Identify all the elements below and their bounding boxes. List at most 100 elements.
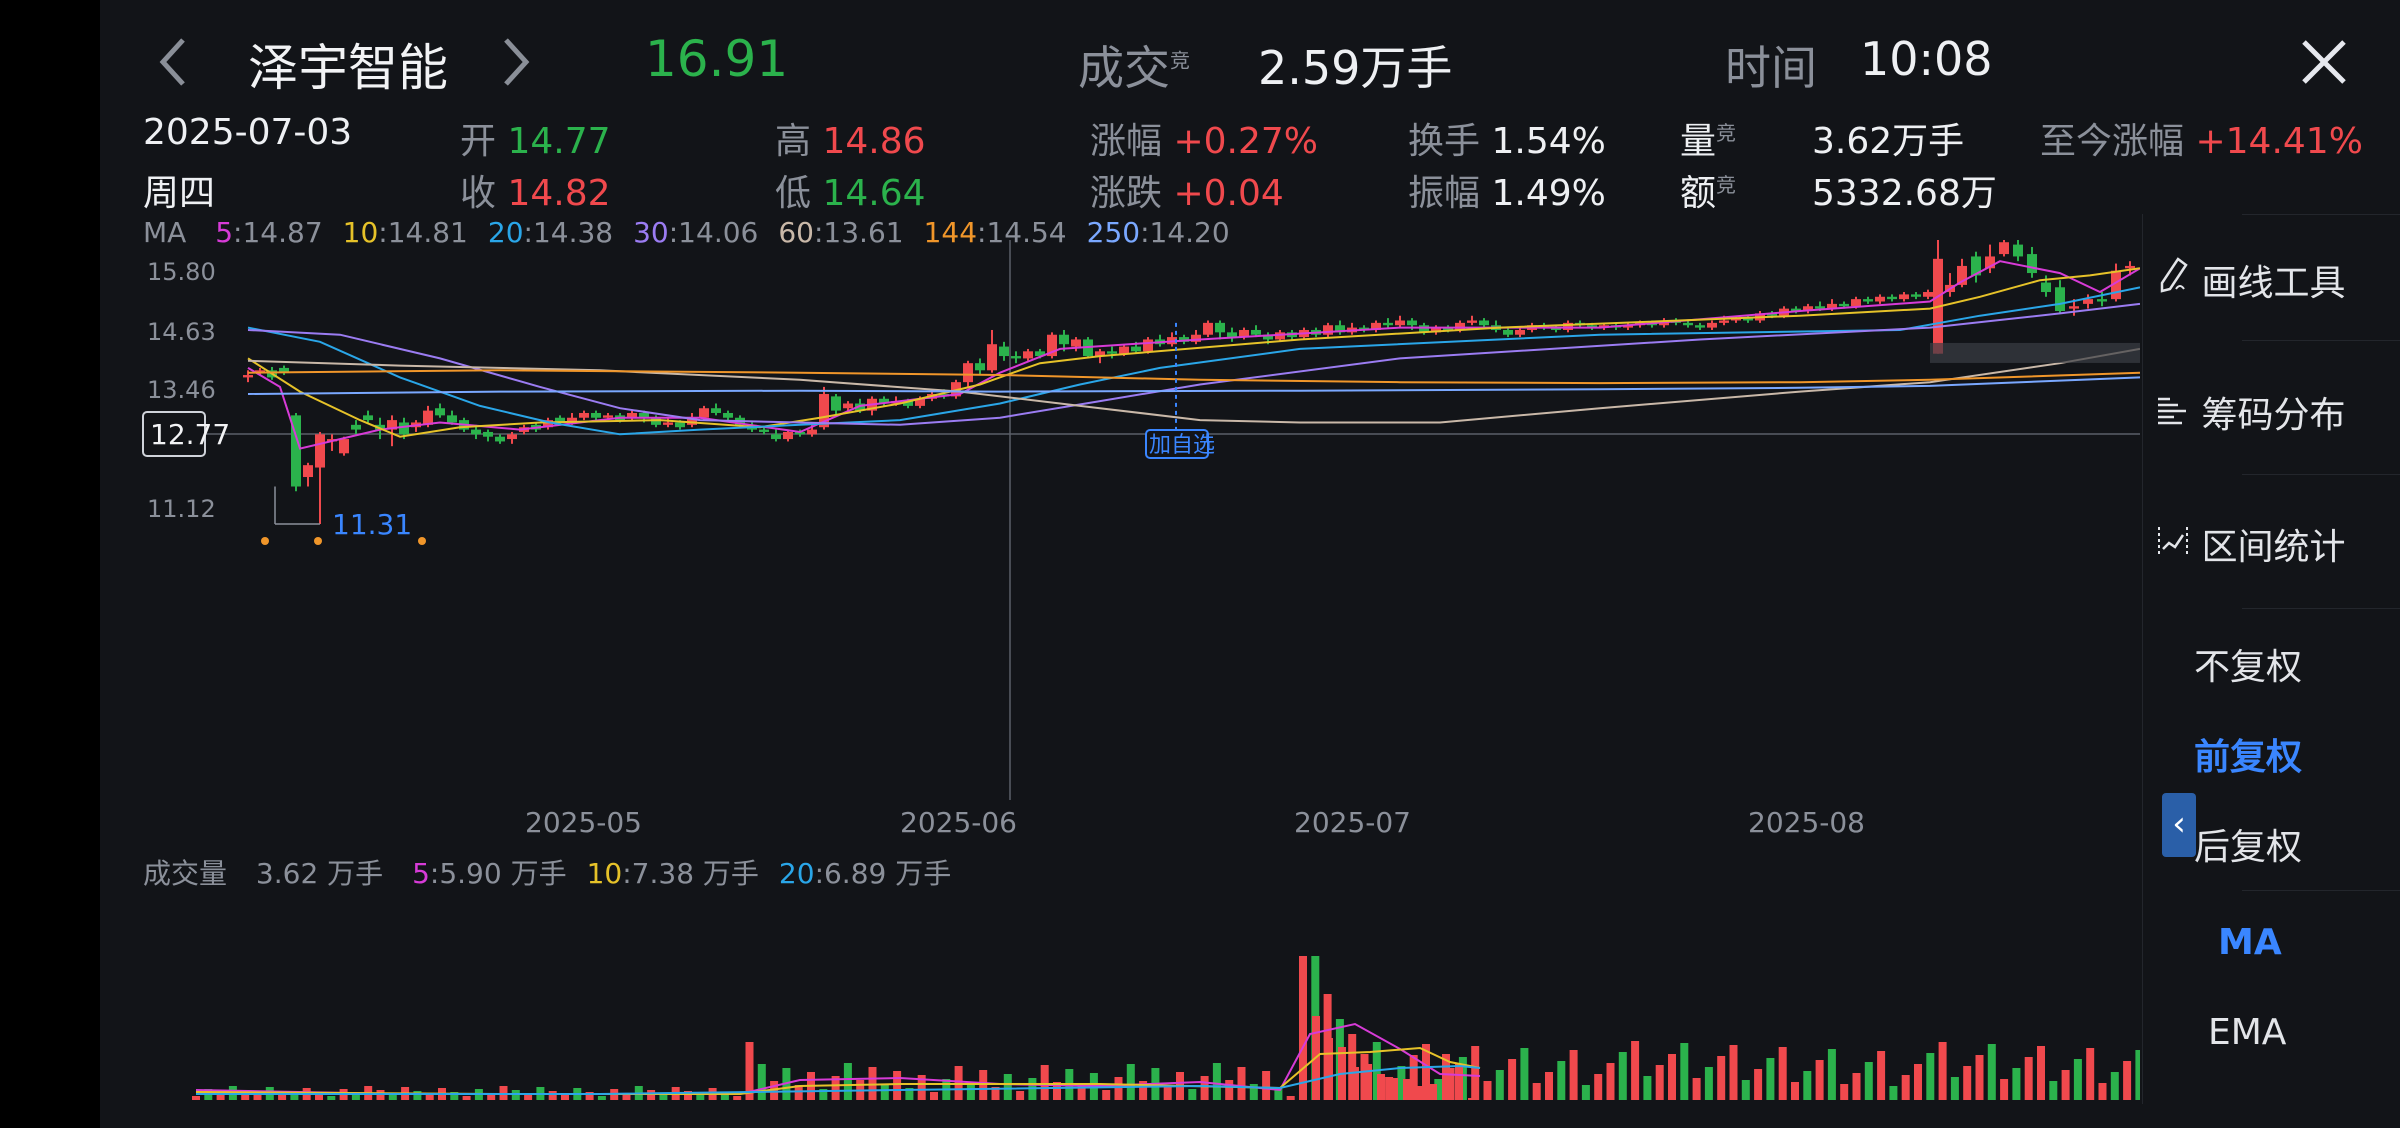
- volume-bar: [1237, 1067, 1246, 1100]
- candle-body: [243, 375, 253, 378]
- volume-bar: [1053, 1082, 1061, 1100]
- back-arrow-icon[interactable]: [155, 36, 191, 98]
- volume-bar: [192, 1096, 200, 1100]
- volume-bar: [1704, 1067, 1713, 1100]
- volume-value: 2.59万手: [1258, 41, 1453, 95]
- volume-bar: [1102, 1090, 1111, 1100]
- volume-bar: [843, 1063, 852, 1100]
- candle-body: [1791, 308, 1801, 311]
- forward-arrow-icon[interactable]: [498, 36, 534, 98]
- current-price: 16.91: [645, 30, 789, 88]
- forward-adjust-option[interactable]: 前复权: [2194, 737, 2303, 778]
- candle-body: [603, 415, 613, 418]
- volume-legend-item: 10:7.38 万手: [586, 857, 759, 890]
- volume-bar: [1926, 1053, 1935, 1100]
- volume-legend-item: 5:5.90 万手: [412, 857, 567, 890]
- volume-bar: [770, 1081, 779, 1100]
- candle-body: [423, 410, 433, 425]
- candle-body: [1035, 351, 1045, 357]
- volume-bar: [425, 1095, 434, 1100]
- volume-current: 3.62 万手: [255, 857, 384, 890]
- candle-body: [1071, 339, 1081, 347]
- ma-legend-item: 20:14.38: [487, 216, 614, 249]
- ema-option[interactable]: EMA: [2208, 1012, 2287, 1053]
- volume-bar: [2073, 1059, 2082, 1100]
- volume-bar: [1126, 1064, 1135, 1100]
- draw-tool-button[interactable]: 画线工具: [2156, 254, 2345, 306]
- candle-body: [1971, 256, 1981, 276]
- range-stats-button[interactable]: 区间统计: [2156, 518, 2345, 570]
- volume-bar: [450, 1092, 459, 1100]
- volume-bar: [696, 1095, 705, 1100]
- volume-bar: [1791, 1082, 1799, 1100]
- volume-bar: [2110, 1072, 2119, 1100]
- candle-body: [303, 465, 313, 478]
- volume-bar: [991, 1087, 1000, 1100]
- volume-bar: [1422, 1044, 1430, 1100]
- highlight-band: [1930, 342, 2140, 363]
- candle-body: [1731, 318, 1741, 321]
- amplitude-stat: 振幅 1.49%: [1408, 173, 1606, 214]
- volume-bar: [1434, 1079, 1443, 1100]
- volume-bar: [1040, 1065, 1049, 1100]
- change-stat: 涨跌 +0.04: [1090, 173, 1284, 214]
- candle-body: [279, 367, 289, 373]
- volume-bar: [966, 1083, 975, 1100]
- candle-body: [1719, 320, 1729, 323]
- candle-body: [2097, 299, 2107, 302]
- ma-option[interactable]: MA: [2218, 922, 2282, 963]
- volume-bar: [720, 1092, 729, 1100]
- candle-body: [1251, 329, 1261, 335]
- close-icon[interactable]: [2300, 38, 2348, 90]
- chip-dist-icon: [2156, 395, 2190, 436]
- candle-body: [699, 408, 709, 418]
- volume-bar: [1545, 1072, 1553, 1100]
- candle-body: [783, 431, 793, 440]
- candle-body: [1431, 327, 1441, 333]
- candle-body: [1215, 322, 1225, 333]
- volume-bar: [1139, 1081, 1148, 1100]
- volume-bar: [1188, 1089, 1197, 1100]
- candle-body: [771, 434, 781, 440]
- candle-body: [2013, 244, 2023, 257]
- candle-body: [543, 420, 553, 428]
- volume-bar: [1655, 1065, 1664, 1100]
- candle-body: [687, 417, 697, 425]
- candle-body: [1839, 303, 1849, 307]
- candle-body: [1371, 322, 1381, 330]
- volume-bar: [622, 1093, 631, 1100]
- time-label: 时间: [1725, 41, 1817, 95]
- volume-bar: [2037, 1046, 2045, 1100]
- candle-body: [1815, 306, 1825, 309]
- candle-body: [1023, 351, 1033, 359]
- volume-bar: [1416, 1086, 1424, 1100]
- low-stat: 低 14.64: [775, 173, 926, 214]
- volume-bar: [1569, 1050, 1578, 1100]
- volume-bar: [794, 1085, 803, 1100]
- candle-body: [435, 408, 445, 416]
- date: 2025-07-03: [143, 112, 353, 153]
- kline-chart[interactable]: 18.1416.9715.8014.6313.4611.1217.9511.31…: [100, 240, 2140, 800]
- candle-body: [483, 431, 493, 437]
- volume-bar: [1286, 1096, 1295, 1100]
- candle-body: [1587, 325, 1597, 328]
- chip-dist-button[interactable]: 筹码分布: [2156, 386, 2345, 438]
- collapse-arrow-icon[interactable]: ‹: [2162, 793, 2196, 857]
- volume-bar: [1803, 1071, 1812, 1100]
- volume-chart[interactable]: [100, 880, 2140, 1100]
- candle-body: [1383, 322, 1393, 326]
- volume-bar: [413, 1091, 422, 1100]
- candle-body: [1767, 313, 1777, 316]
- volume-bar: [819, 1089, 828, 1100]
- volume-bar: [1390, 1078, 1398, 1100]
- volume-bar: [1471, 1046, 1480, 1100]
- amount-stat-value: 5332.68万: [1812, 173, 1997, 214]
- candle-body: [1395, 320, 1405, 326]
- candle-body: [1263, 334, 1273, 340]
- candle-body: [1863, 299, 1873, 302]
- candle-body: [1911, 294, 1921, 297]
- no-adjust-option[interactable]: 不复权: [2194, 647, 2303, 688]
- candle-body: [555, 417, 565, 423]
- back-adjust-option[interactable]: 后复权: [2194, 827, 2303, 868]
- ma5-line: [247, 260, 2140, 450]
